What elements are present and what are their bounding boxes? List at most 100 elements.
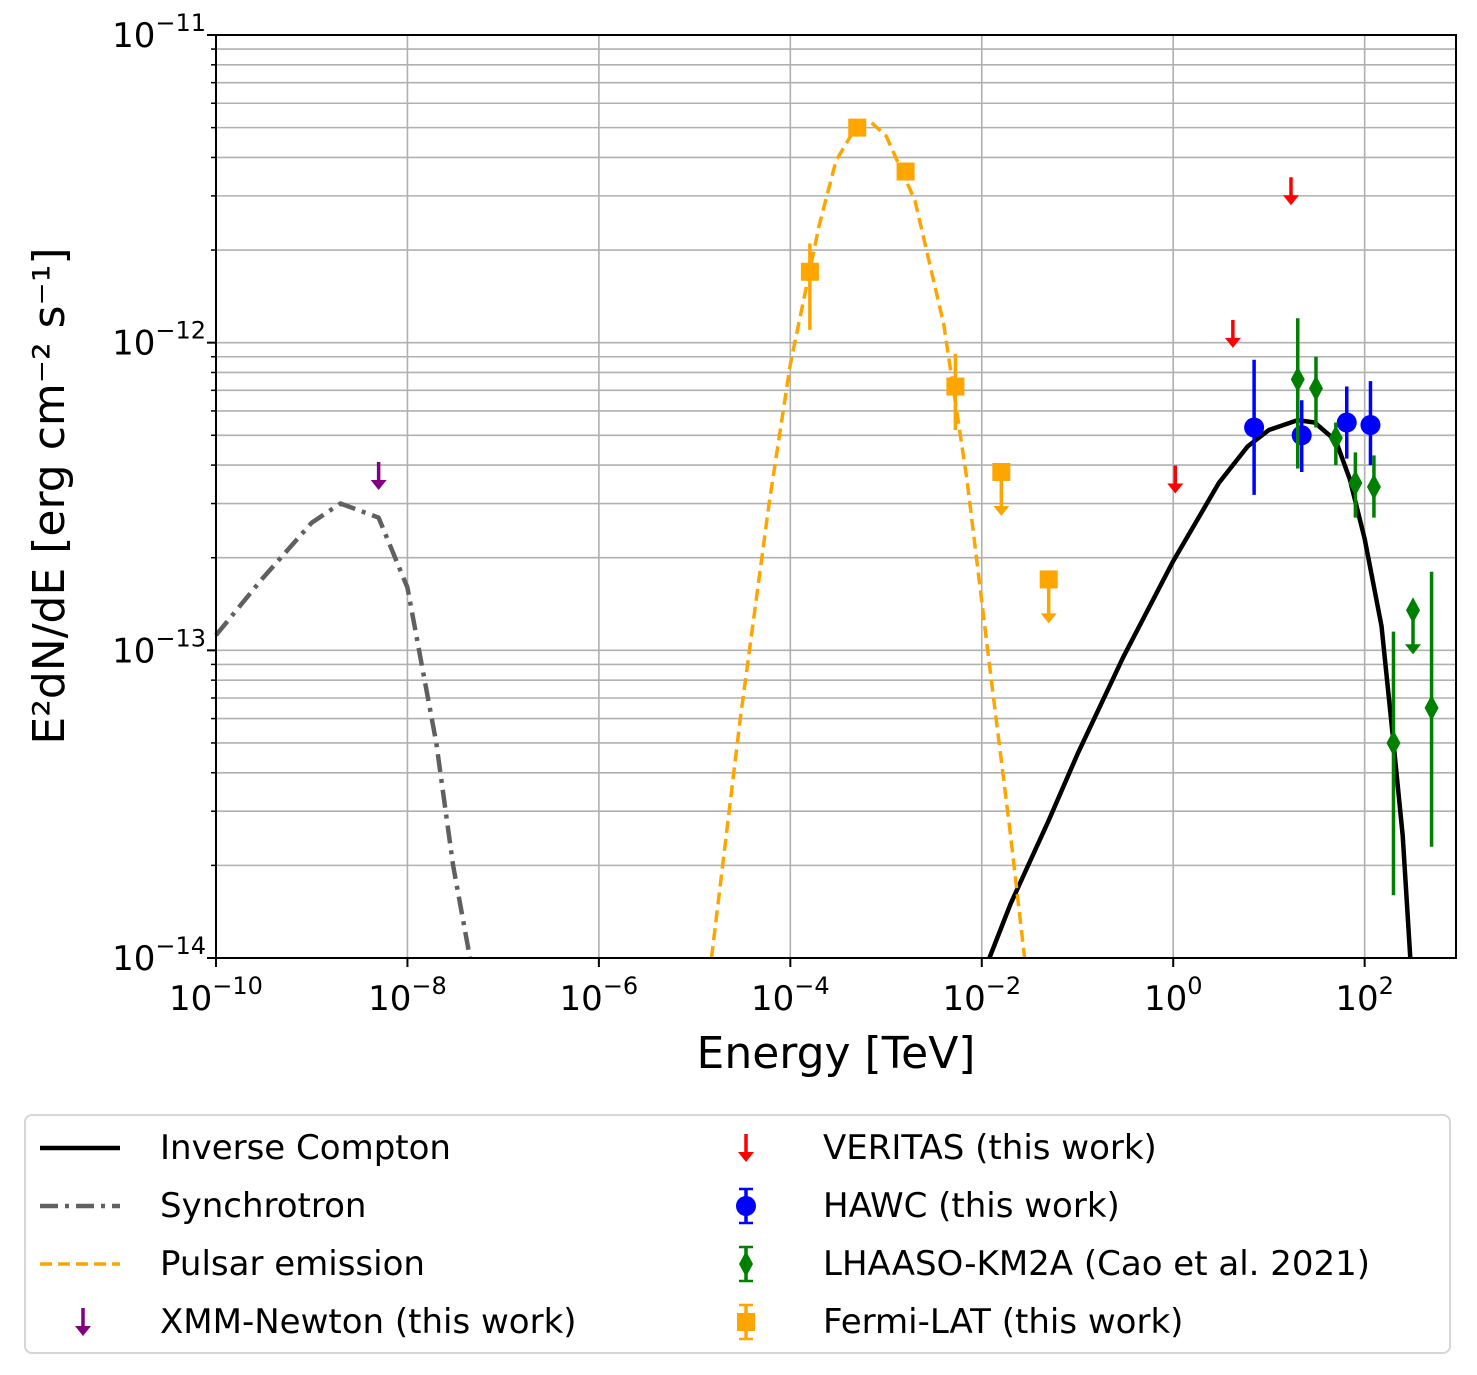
arrow-head — [738, 1152, 754, 1162]
legend-item-inverse-compton: Inverse Compton — [38, 1124, 451, 1172]
marker — [848, 118, 867, 137]
veritas-this-work-upper-limit — [1282, 177, 1299, 206]
legend-marker — [737, 1313, 755, 1331]
legend-symbol — [38, 1128, 128, 1168]
fermi-lat-this-work-point — [896, 162, 915, 181]
marker — [946, 377, 965, 396]
marker — [1308, 375, 1323, 402]
x-tick-label: 100 — [1144, 972, 1203, 1019]
marker — [1386, 729, 1401, 756]
legend-label: Synchrotron — [160, 1186, 367, 1226]
fermi-lat-upper-limit — [992, 462, 1011, 516]
synchrotron-curve — [214, 501, 473, 959]
x-axis-label: Energy [TeV] — [697, 1028, 976, 1079]
xmm-newton-this-work-upper-limit — [370, 461, 387, 490]
inverse-compton-curve — [987, 417, 1413, 959]
lhaaso-km2a-cao-et-al-2021-point — [1348, 452, 1363, 518]
legend-symbol — [701, 1128, 791, 1168]
arrow-head — [370, 479, 387, 490]
y-tick-label: 10−11 — [112, 9, 206, 56]
legend-symbol — [38, 1244, 128, 1284]
y-tick-label: 10−13 — [112, 624, 206, 671]
arrow-head — [1224, 337, 1241, 348]
marker — [1348, 469, 1363, 496]
y-tick-label: 10−12 — [112, 317, 206, 364]
fermi-lat-this-work-point — [946, 353, 965, 431]
lhaaso-km2a-cao-et-al-2021-point — [1366, 455, 1381, 518]
x-tick-label: 10−4 — [751, 972, 830, 1019]
plot-frame — [215, 34, 1457, 959]
legend-item-synchrotron: Synchrotron — [38, 1182, 366, 1230]
arrow-head — [993, 505, 1010, 516]
arrow-head — [1282, 195, 1299, 206]
fermi-lat-upper-limit — [1039, 570, 1058, 624]
legend-label: Pulsar emission — [160, 1244, 425, 1284]
marker — [1039, 570, 1058, 589]
marker — [992, 462, 1011, 481]
x-tick-label: 10−2 — [942, 972, 1021, 1019]
legend-arrow — [75, 1308, 91, 1336]
grid-lines — [215, 35, 1456, 959]
legend-symbol — [38, 1186, 128, 1226]
lhaaso-km2a-cao-et-al-2021-point — [1424, 571, 1439, 847]
marker — [1244, 417, 1265, 438]
marker — [1424, 694, 1439, 721]
hawc-this-work-point — [1360, 381, 1381, 466]
model-curves — [214, 120, 1413, 959]
legend-arrow — [738, 1134, 754, 1162]
arrow-head — [1405, 644, 1422, 655]
fermi-lat-this-work-point — [848, 118, 867, 137]
arrow-head — [1167, 483, 1184, 494]
legend-symbol — [38, 1302, 128, 1342]
veritas-this-work-upper-limit — [1167, 465, 1184, 494]
legend-item-pulsar-emission: Pulsar emission — [38, 1240, 425, 1288]
marker — [1406, 597, 1421, 624]
legend: Inverse Compton Synchrotron Pulsar emissio… — [24, 1114, 1451, 1354]
fermi-lat-this-work-point — [800, 243, 819, 330]
y-axis-label: E²dN/dE [erg cm⁻² s⁻¹] — [24, 247, 75, 744]
legend-label: Fermi-LAT (this work) — [823, 1302, 1184, 1342]
veritas-this-work-upper-limit — [1224, 319, 1241, 348]
x-tick-label: 10−10 — [169, 972, 263, 1019]
legend-label: VERITAS (this work) — [823, 1128, 1157, 1168]
marker — [1336, 412, 1357, 433]
legend-label: XMM-Newton (this work) — [160, 1302, 577, 1342]
legend-item-lhaaso-km2a-cao-et-al-2021: LHAASO-KM2A (Cao et al. 2021) — [701, 1240, 1370, 1288]
lhaaso-km2a-cao-et-al-2021-point — [1308, 356, 1323, 428]
marker — [1290, 366, 1305, 393]
arrow-head — [75, 1326, 91, 1336]
axis-ticks: 10−10 10−8 10−6 10−4 10−2 100 102 10−14 10−13 10−… — [112, 9, 1394, 1019]
legend-marker — [739, 1251, 753, 1277]
legend-label: HAWC (this work) — [823, 1186, 1120, 1226]
marker — [1360, 415, 1381, 436]
hawc-this-work-point — [1244, 359, 1265, 495]
legend-label: LHAASO-KM2A (Cao et al. 2021) — [823, 1244, 1371, 1284]
x-tick-label: 102 — [1335, 972, 1394, 1019]
marker — [800, 262, 819, 281]
legend-item-hawc-this-work: HAWC (this work) — [701, 1182, 1120, 1230]
marker — [1366, 473, 1381, 500]
sed-chart: 10−10 10−8 10−6 10−4 10−2 100 102 10−14 10−13 10−… — [24, 9, 1457, 1079]
legend-item-xmm-newton-this-work: XMM-Newton (this work) — [38, 1298, 577, 1346]
x-tick-label: 10−6 — [560, 972, 639, 1019]
arrow-head — [1040, 613, 1057, 624]
marker — [1291, 425, 1312, 446]
lhaaso-km2a-cao-et-al-2021-point — [1386, 631, 1401, 896]
legend-marker — [736, 1196, 756, 1216]
legend-symbol — [701, 1186, 791, 1226]
legend-symbol — [701, 1244, 791, 1284]
lhaaso-km2a-cao-et-al-2021-point — [1290, 318, 1305, 469]
marker — [896, 162, 915, 181]
legend-item-veritas-this-work: VERITAS (this work) — [701, 1124, 1157, 1172]
y-tick-label: 10−14 — [112, 932, 206, 979]
lhaaso-km2a-upper-limit — [1405, 597, 1422, 655]
legend-symbol — [701, 1302, 791, 1342]
x-tick-label: 10−8 — [368, 972, 447, 1019]
legend-item-fermi-lat-this-work: Fermi-LAT (this work) — [701, 1298, 1183, 1346]
marker — [1328, 424, 1343, 451]
pulsar-emission-curve — [709, 120, 1027, 959]
lhaaso-km2a-cao-et-al-2021-point — [1328, 422, 1343, 466]
data-points — [370, 118, 1439, 896]
hawc-this-work-point — [1336, 386, 1357, 459]
legend-label: Inverse Compton — [160, 1128, 451, 1168]
